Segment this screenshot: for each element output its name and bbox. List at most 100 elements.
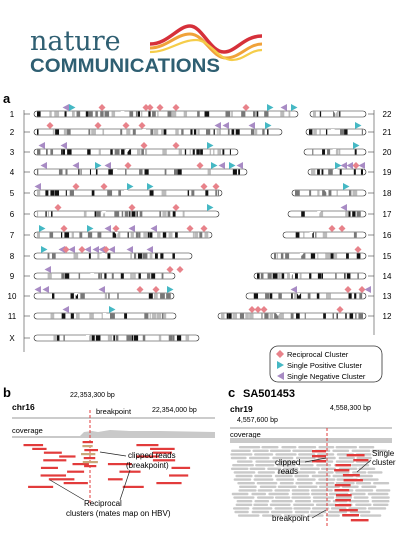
- panel-b-recip2: clusters (mates map on HBV): [66, 509, 171, 518]
- reciprocal-marker: [98, 104, 106, 111]
- clipped-read: [83, 457, 96, 460]
- read: [319, 485, 340, 488]
- panel-b-reads: [23, 441, 191, 488]
- read: [291, 496, 311, 499]
- cluster-read: [335, 494, 352, 497]
- chromosome-right-2: [303, 148, 367, 156]
- reciprocal-marker: [196, 162, 204, 169]
- cluster-read: [346, 454, 365, 457]
- positive-marker: [353, 142, 360, 149]
- clipped-read: [82, 441, 93, 444]
- chrom-label-7: 7: [10, 231, 15, 240]
- read: [238, 489, 257, 492]
- clipped-read: [84, 465, 97, 468]
- read: [359, 478, 379, 481]
- cluster-read: [350, 519, 369, 522]
- panel-c-arrow-breakpoint: [311, 509, 327, 519]
- read: [231, 449, 251, 452]
- read: [275, 453, 297, 456]
- panel-c-single2: cluster: [372, 458, 396, 467]
- read: [367, 507, 387, 510]
- chrom-label-20: 20: [383, 148, 392, 157]
- read: [156, 482, 182, 485]
- read: [338, 456, 355, 460]
- negative-marker: [58, 246, 65, 253]
- cluster-read: [339, 509, 358, 512]
- negative-marker: [146, 246, 153, 253]
- read: [23, 444, 44, 447]
- negative-marker: [84, 246, 91, 253]
- read: [28, 485, 54, 488]
- chromosome-left-6: [33, 231, 213, 239]
- negative-marker: [280, 104, 287, 111]
- read: [317, 471, 334, 474]
- positive-marker: [335, 162, 342, 169]
- panel-c-clipped1: clipped: [275, 458, 300, 467]
- read: [298, 446, 317, 449]
- reciprocal-marker: [242, 104, 250, 111]
- reciprocal-marker: [78, 246, 86, 253]
- read: [295, 482, 313, 485]
- reciprocal-marker: [352, 162, 360, 169]
- read: [293, 503, 315, 506]
- reciprocal-marker: [102, 246, 110, 253]
- read: [254, 500, 270, 503]
- chromosome-right-9: [245, 292, 367, 300]
- read: [255, 464, 275, 467]
- read: [294, 510, 310, 514]
- negative-marker: [60, 142, 67, 149]
- read: [40, 466, 58, 469]
- read: [152, 459, 176, 462]
- positive-marker: [95, 162, 102, 169]
- chrom-label-17: 17: [383, 210, 392, 219]
- read: [277, 485, 297, 488]
- negative-marker: [38, 142, 45, 149]
- negative-marker: [34, 286, 41, 293]
- reciprocal-marker: [94, 122, 102, 129]
- reciprocal-marker: [354, 246, 362, 253]
- chromosome-left-0: [33, 110, 299, 118]
- positive-marker: [127, 183, 134, 190]
- read: [371, 496, 390, 499]
- negative-marker: [290, 286, 297, 293]
- read: [67, 470, 85, 473]
- read: [136, 455, 159, 458]
- read: [230, 467, 249, 470]
- read: [262, 514, 282, 517]
- negative-marker: [236, 162, 243, 169]
- cluster-markers: [34, 104, 371, 313]
- legend-single-negative: Single Negative Cluster: [287, 372, 366, 381]
- legend-diamond-icon: [276, 350, 284, 358]
- reciprocal-marker: [152, 286, 160, 293]
- read: [169, 474, 189, 477]
- read: [335, 496, 353, 499]
- reciprocal-marker: [142, 104, 150, 111]
- clipped-read: [312, 455, 326, 458]
- positive-marker: [211, 162, 218, 169]
- read: [279, 482, 294, 485]
- read: [351, 449, 371, 452]
- read: [296, 471, 316, 474]
- reciprocal-marker: [72, 183, 80, 190]
- chromosome-right-7: [270, 252, 367, 260]
- read: [107, 463, 132, 466]
- negative-marker: [34, 183, 41, 190]
- read: [316, 464, 332, 467]
- read: [251, 492, 267, 496]
- read: [335, 471, 350, 474]
- read: [252, 449, 269, 452]
- cluster-read: [335, 499, 351, 502]
- chromosome-left-4: [33, 189, 223, 197]
- read: [230, 456, 247, 460]
- reciprocal-marker: [172, 142, 180, 149]
- panel-c-label: c: [228, 385, 235, 400]
- positive-marker: [69, 104, 76, 111]
- chrom-label-15: 15: [383, 252, 392, 261]
- reciprocal-marker: [124, 162, 132, 169]
- read: [356, 456, 372, 460]
- chrom-label-X: X: [9, 334, 15, 343]
- chromosome-left-9: [33, 292, 175, 300]
- cluster-read: [342, 514, 360, 517]
- read: [271, 500, 293, 503]
- panel-b-tick1: 22,353,300 bp: [70, 392, 115, 399]
